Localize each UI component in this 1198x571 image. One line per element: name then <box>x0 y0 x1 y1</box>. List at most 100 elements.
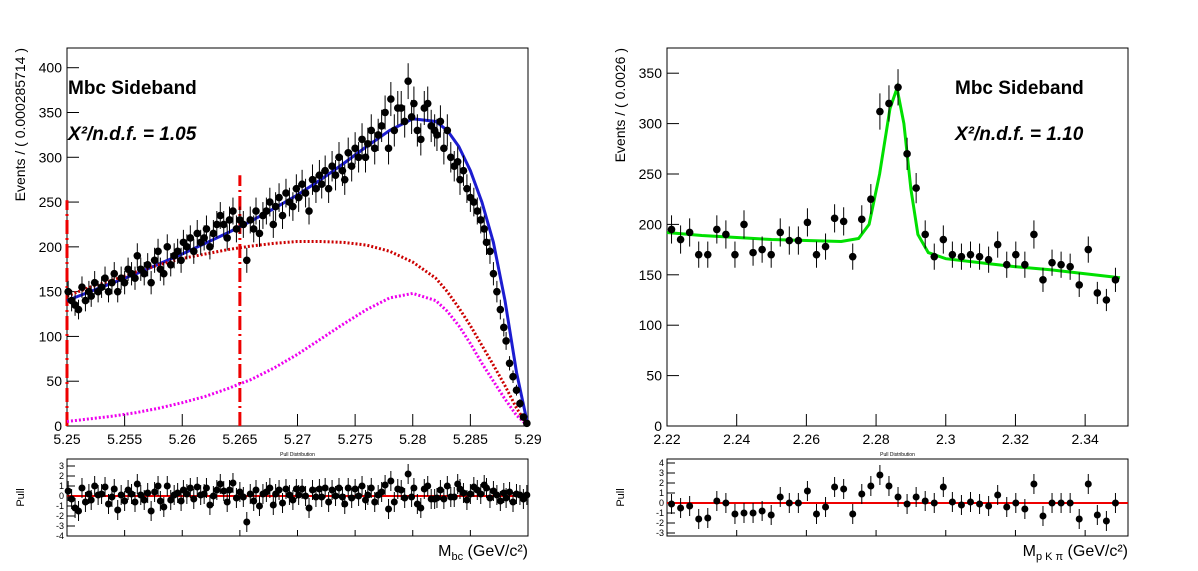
pull-point <box>436 486 444 494</box>
pull-point <box>1003 503 1011 511</box>
data-point <box>703 250 712 259</box>
pull-point <box>957 501 965 509</box>
x-tick-label: 5.285 <box>453 431 488 447</box>
y-tick-label: 0 <box>54 418 62 434</box>
pull-point <box>390 498 398 506</box>
pull-point <box>275 486 283 494</box>
data-point <box>370 144 379 153</box>
data-point <box>193 229 202 238</box>
data-point <box>387 95 395 103</box>
data-point <box>459 166 468 175</box>
data-point <box>143 260 152 269</box>
pull-point <box>463 496 471 504</box>
pull-y-tick-label: 0 <box>659 498 664 508</box>
data-point <box>685 228 694 237</box>
data-point <box>939 235 948 244</box>
data-point <box>473 207 482 215</box>
data-point <box>948 250 957 259</box>
pull-title: Pull Distribution <box>280 452 315 458</box>
x-axis-title-unit: (GeV/c²) <box>1063 543 1128 560</box>
data-point <box>975 252 984 261</box>
pull-point <box>220 487 228 495</box>
data-point <box>384 144 393 153</box>
data-point <box>876 107 884 116</box>
pull-point <box>236 488 244 496</box>
data-point <box>335 153 343 162</box>
pull-point <box>776 493 784 501</box>
pull-point <box>867 482 875 490</box>
data-point <box>347 162 356 171</box>
data-point <box>1030 230 1038 239</box>
pull-y-axis-title: Pull <box>15 488 27 506</box>
pull-point <box>668 500 676 508</box>
data-point <box>894 83 902 92</box>
pull-point <box>302 492 310 500</box>
pull-point <box>371 498 379 506</box>
pull-point <box>85 490 93 498</box>
pull-point <box>704 514 712 522</box>
pull-point <box>246 490 254 498</box>
data-point <box>966 250 975 259</box>
pull-point <box>364 491 372 499</box>
data-point <box>443 126 452 135</box>
pull-point <box>216 480 224 488</box>
pull-point <box>794 499 802 507</box>
data-point <box>90 278 99 287</box>
pull-point <box>163 482 171 490</box>
pull-point <box>351 485 359 493</box>
pull-point <box>385 505 393 513</box>
pull-point <box>812 510 820 518</box>
pull-point <box>930 499 938 507</box>
data-point <box>223 234 231 242</box>
plot-title: Mbc Sideband <box>955 78 1084 99</box>
data-point <box>519 413 528 421</box>
data-point <box>1075 281 1084 289</box>
data-point <box>885 99 893 108</box>
pull-point <box>186 484 194 492</box>
pull-point <box>243 518 251 526</box>
y-tick-label: 300 <box>39 149 63 165</box>
pull-point <box>424 482 432 490</box>
data-point <box>209 229 218 238</box>
pull-point <box>190 495 198 503</box>
pull-point <box>335 484 343 492</box>
x-axis-title-main: M <box>1023 543 1036 560</box>
data-point <box>1002 260 1011 269</box>
data-point <box>436 117 445 126</box>
data-point <box>456 175 464 184</box>
pull-y-tick-label: 4 <box>659 458 664 468</box>
data-point <box>993 240 1002 249</box>
data-point <box>502 337 510 345</box>
fit-quality: X²/n.d.f. = 1.05 <box>67 124 197 145</box>
pull-point <box>397 486 405 494</box>
pull-point <box>1012 499 1020 507</box>
pull-point <box>496 497 504 505</box>
pull-point <box>121 497 129 505</box>
pull-point <box>876 471 884 479</box>
data-point <box>440 144 448 153</box>
data-point <box>328 162 336 171</box>
data-point <box>984 255 993 264</box>
pull-point <box>213 486 221 494</box>
pull-point <box>433 494 441 502</box>
data-point <box>803 218 812 227</box>
x-axis-title: Mbc (GeV/c²) <box>438 543 528 563</box>
pull-y-tick-label: -1 <box>656 508 664 518</box>
pull-point <box>193 483 201 491</box>
pull-y-tick-label: 2 <box>659 478 664 488</box>
plot-title: Mbc Sideband <box>68 78 197 99</box>
data-point <box>239 220 248 229</box>
pull-y-tick-label: 3 <box>659 468 664 478</box>
data-point <box>262 207 271 215</box>
pull-point <box>87 496 95 504</box>
data-point <box>470 198 478 206</box>
x-tick-label: 2.24 <box>723 431 750 447</box>
data-point <box>957 252 966 261</box>
x-tick-label: 2.34 <box>1072 431 1099 447</box>
pull-point <box>98 490 106 498</box>
pull-point <box>131 498 139 506</box>
data-point <box>857 215 866 224</box>
pull-y-tick-label: -3 <box>656 528 664 538</box>
y-tick-label: 100 <box>39 328 63 344</box>
